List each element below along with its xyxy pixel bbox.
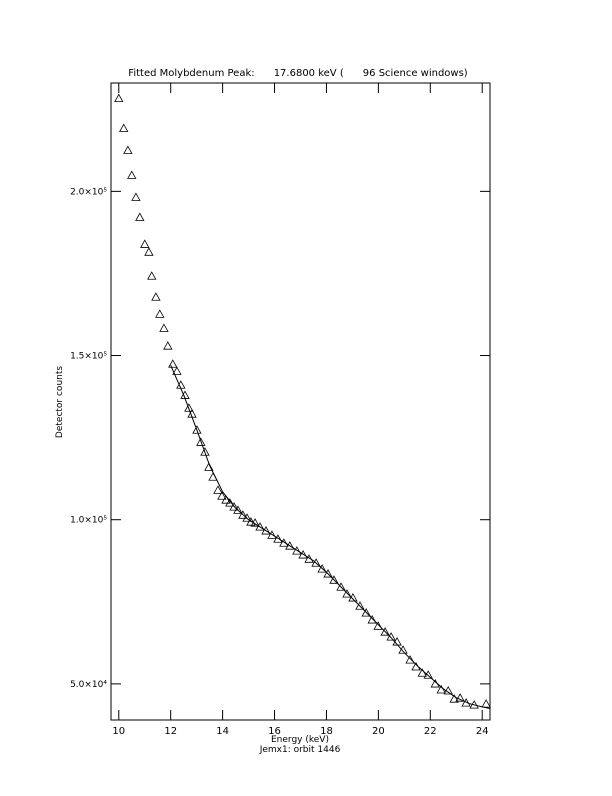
data-point	[273, 534, 283, 543]
data-point	[398, 645, 408, 654]
data-point	[213, 485, 223, 494]
data-point	[481, 699, 491, 708]
data-point	[417, 668, 427, 677]
data-point	[238, 510, 248, 519]
data-point	[200, 447, 210, 456]
data-point	[279, 538, 289, 547]
data-point	[430, 679, 440, 688]
x-axis-sublabel: Jemx1: orbit 1446	[259, 745, 341, 755]
data-point	[246, 517, 256, 526]
data-point	[386, 632, 396, 641]
data-point	[172, 366, 182, 375]
y-tick-label: 1.5×10⁵	[70, 352, 107, 362]
data-point	[233, 505, 243, 514]
data-point	[192, 425, 202, 434]
x-tick-label: 24	[476, 726, 489, 737]
data-point	[114, 93, 124, 103]
data-point	[119, 123, 129, 132]
plot-frame	[110, 82, 491, 721]
data-point	[336, 582, 346, 591]
x-tick-label: 20	[372, 726, 385, 737]
data-point	[405, 655, 415, 664]
data-point	[131, 192, 141, 201]
data-point	[329, 575, 339, 584]
data-point	[151, 292, 161, 301]
fit-line	[170, 365, 491, 709]
data-point	[342, 589, 352, 598]
y-tick-label: 1.0×10⁵	[70, 516, 107, 526]
data-point	[204, 462, 214, 471]
data-point	[135, 212, 145, 221]
x-tick-label: 16	[268, 726, 281, 737]
data-point	[144, 247, 154, 256]
data-point	[168, 359, 178, 368]
data-point	[449, 694, 459, 703]
data-point	[311, 558, 321, 567]
data-point	[455, 693, 465, 702]
data-point	[163, 341, 173, 350]
x-tick-label: 10	[112, 726, 125, 737]
data-point	[267, 530, 277, 539]
y-axis-label: Detector counts	[55, 366, 65, 438]
data-point	[323, 569, 333, 578]
data-point	[436, 684, 446, 694]
x-tick-label: 12	[164, 726, 177, 737]
data-point	[298, 550, 308, 559]
y-tick-label: 5.0×10⁴	[70, 680, 107, 690]
x-tick-label: 14	[216, 726, 229, 737]
data-point	[155, 309, 165, 318]
data-point	[367, 615, 377, 624]
data-point	[225, 498, 235, 507]
x-tick-label: 18	[320, 726, 333, 737]
data-point	[229, 502, 239, 511]
data-point	[221, 495, 231, 504]
data-point	[292, 546, 302, 555]
data-point	[242, 513, 252, 522]
data-point	[140, 239, 150, 248]
y-tick-label: 2.0×10⁵	[70, 187, 107, 197]
data-point	[380, 627, 390, 636]
data-point	[423, 670, 433, 679]
data-point	[285, 541, 295, 550]
chart-title: Fitted Molybdenum Peak: 17.6800 keV ( 96…	[128, 68, 468, 79]
data-point	[317, 564, 327, 573]
data-point	[361, 608, 371, 617]
x-axis-label: Energy (keV)	[271, 735, 329, 745]
data-point	[373, 621, 383, 630]
data-point	[196, 437, 206, 446]
data-point	[355, 601, 365, 610]
data-point	[217, 491, 227, 500]
data-point	[127, 170, 137, 179]
data-point	[255, 522, 265, 531]
data-point	[123, 145, 133, 154]
data-point	[159, 323, 169, 332]
data-point	[184, 403, 194, 412]
data-point	[261, 526, 271, 535]
data-point	[147, 271, 157, 280]
x-tick-label: 22	[424, 726, 437, 737]
